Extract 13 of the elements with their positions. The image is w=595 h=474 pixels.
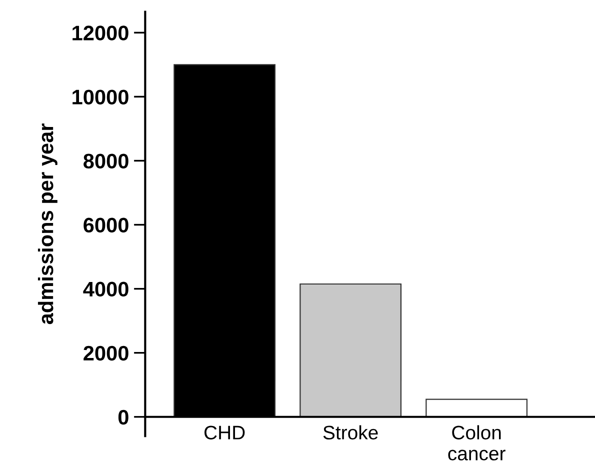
bar (426, 398, 528, 418)
y-tick-label: 6000 (84, 218, 128, 233)
y-tick-label: 4000 (83, 282, 128, 297)
bar (300, 283, 402, 418)
y-tick-label: 0 (118, 410, 128, 425)
y-axis-title: admissions per year (38, 124, 58, 324)
x-tick-label: CHD (204, 426, 245, 440)
x-tick-label: Stroke (323, 425, 378, 440)
y-tick-label: 2000 (84, 346, 128, 361)
y-tick-label: 12000 (72, 26, 128, 40)
x-tick-label: Colon cancer (448, 425, 506, 460)
y-tick-label: 10000 (72, 90, 128, 104)
y-tick-label: 8000 (84, 154, 128, 168)
